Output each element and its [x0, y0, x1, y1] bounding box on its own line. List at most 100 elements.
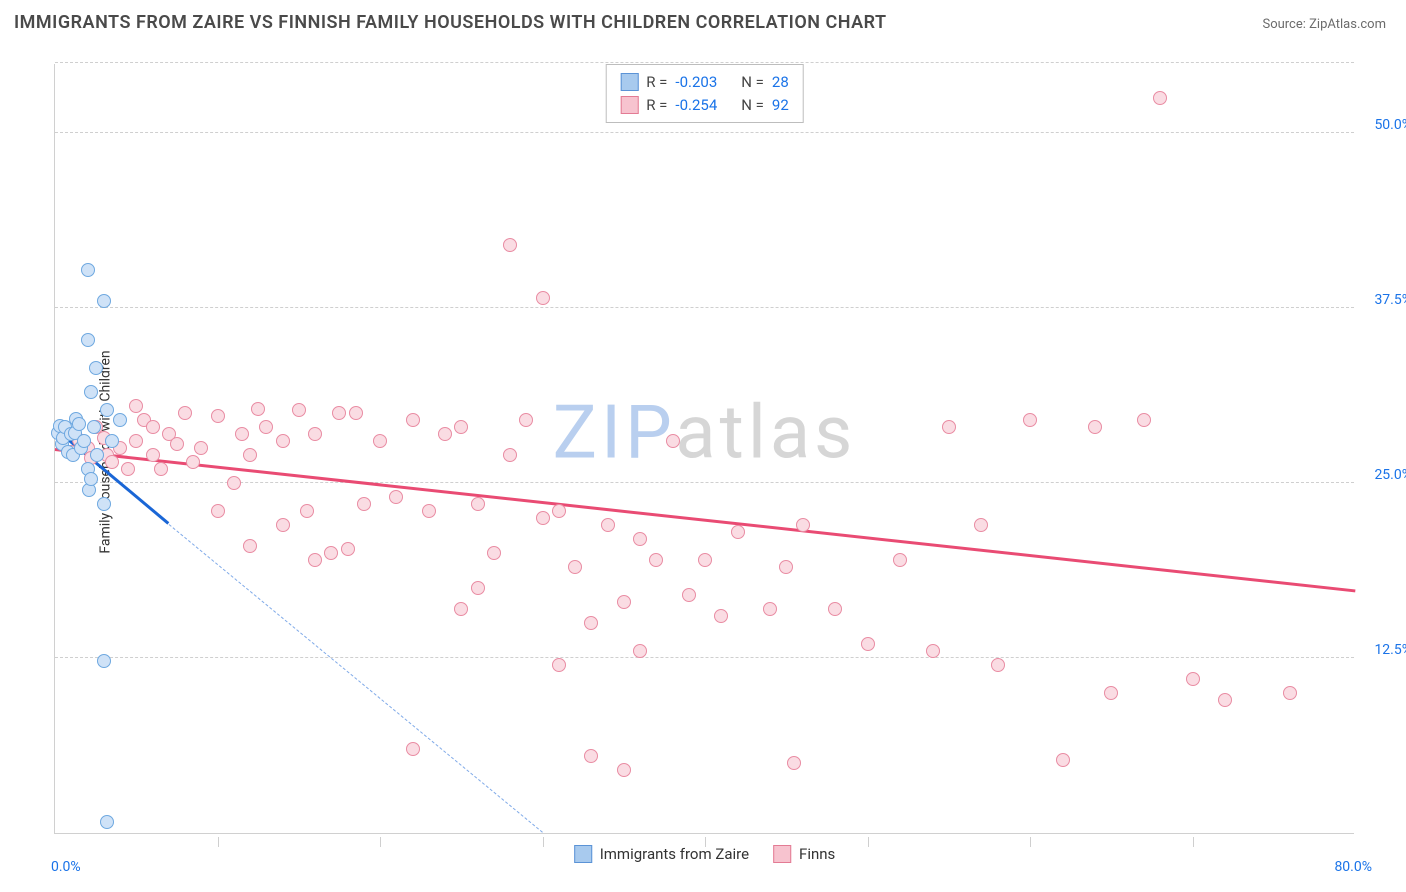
data-point — [584, 616, 598, 630]
data-point — [170, 437, 184, 451]
gridline-h — [55, 307, 1354, 308]
x-tick-minor — [868, 837, 869, 847]
data-point — [617, 763, 631, 777]
gridline-h — [55, 62, 1354, 63]
data-point — [105, 455, 119, 469]
data-point — [584, 749, 598, 763]
data-point — [942, 420, 956, 434]
y-tick-label: 37.5% — [1374, 292, 1406, 308]
data-point — [146, 420, 160, 434]
data-point — [666, 434, 680, 448]
data-point — [828, 602, 842, 616]
data-point — [487, 546, 501, 560]
data-point — [861, 637, 875, 651]
correlation-legend: R = -0.203 N = 28 R = -0.254 N = 92 — [605, 64, 804, 123]
data-point — [357, 497, 371, 511]
data-point — [422, 504, 436, 518]
data-point — [89, 361, 103, 375]
data-point — [633, 532, 647, 546]
data-point — [763, 602, 777, 616]
legend-item-2: Finns — [773, 845, 835, 863]
data-point — [308, 427, 322, 441]
data-point — [698, 553, 712, 567]
data-point — [633, 644, 647, 658]
x-tick-minor — [380, 837, 381, 847]
data-point — [454, 420, 468, 434]
data-point — [568, 560, 582, 574]
data-point — [129, 399, 143, 413]
data-point — [178, 406, 192, 420]
data-point — [406, 742, 420, 756]
data-point — [84, 385, 98, 399]
data-point — [72, 417, 86, 431]
data-point — [503, 238, 517, 252]
data-point — [251, 402, 265, 416]
data-point — [276, 518, 290, 532]
data-point — [787, 756, 801, 770]
data-point — [194, 441, 208, 455]
data-point — [974, 518, 988, 532]
x-tick-minor — [1193, 837, 1194, 847]
data-point — [97, 294, 111, 308]
data-point — [113, 413, 127, 427]
swatch-series-2 — [620, 96, 638, 114]
data-point — [779, 560, 793, 574]
gridline-h — [55, 657, 1354, 658]
legend-item-1: Immigrants from Zaire — [574, 845, 749, 863]
legend-swatch-1 — [574, 845, 592, 863]
data-point — [308, 553, 322, 567]
data-point — [243, 448, 257, 462]
data-point — [186, 455, 200, 469]
data-point — [471, 497, 485, 511]
data-point — [100, 403, 114, 417]
chart-source: Source: ZipAtlas.com — [1262, 17, 1386, 32]
series-legend: Immigrants from Zaire Finns — [574, 845, 836, 863]
data-point — [129, 434, 143, 448]
data-point — [617, 595, 631, 609]
corr-row-2: R = -0.254 N = 92 — [620, 94, 789, 117]
data-point — [796, 518, 810, 532]
data-point — [84, 472, 98, 486]
data-point — [90, 448, 104, 462]
x-tick-minor — [1030, 837, 1031, 847]
data-point — [87, 420, 101, 434]
data-point — [552, 504, 566, 518]
data-point — [601, 518, 615, 532]
data-point — [519, 413, 533, 427]
chart-container: Family Households with Children ZIPatlas… — [14, 44, 1392, 884]
corr-row-1: R = -0.203 N = 28 — [620, 71, 789, 94]
data-point — [373, 434, 387, 448]
data-point — [1056, 753, 1070, 767]
data-point — [406, 413, 420, 427]
x-tick-minor — [218, 837, 219, 847]
data-point — [211, 409, 225, 423]
data-point — [536, 291, 550, 305]
trend-line — [55, 448, 1355, 592]
x-tick-minor — [543, 837, 544, 847]
data-point — [332, 406, 346, 420]
gridline-h — [55, 482, 1354, 483]
data-point — [714, 609, 728, 623]
data-point — [893, 553, 907, 567]
data-point — [243, 539, 257, 553]
data-point — [100, 815, 114, 829]
data-point — [536, 511, 550, 525]
data-point — [1186, 672, 1200, 686]
x-tick-min: 0.0% — [51, 859, 81, 875]
data-point — [235, 427, 249, 441]
data-point — [146, 448, 160, 462]
data-point — [324, 546, 338, 560]
data-point — [1088, 420, 1102, 434]
data-point — [503, 448, 517, 462]
y-tick-label: 50.0% — [1374, 117, 1406, 133]
trend-line — [168, 524, 542, 833]
y-tick-label: 12.5% — [1374, 642, 1406, 658]
data-point — [77, 434, 91, 448]
chart-header: IMMIGRANTS FROM ZAIRE VS FINNISH FAMILY … — [0, 0, 1406, 37]
data-point — [121, 462, 135, 476]
data-point — [454, 602, 468, 616]
data-point — [649, 553, 663, 567]
data-point — [471, 581, 485, 595]
data-point — [154, 462, 168, 476]
chart-title: IMMIGRANTS FROM ZAIRE VS FINNISH FAMILY … — [14, 12, 887, 33]
